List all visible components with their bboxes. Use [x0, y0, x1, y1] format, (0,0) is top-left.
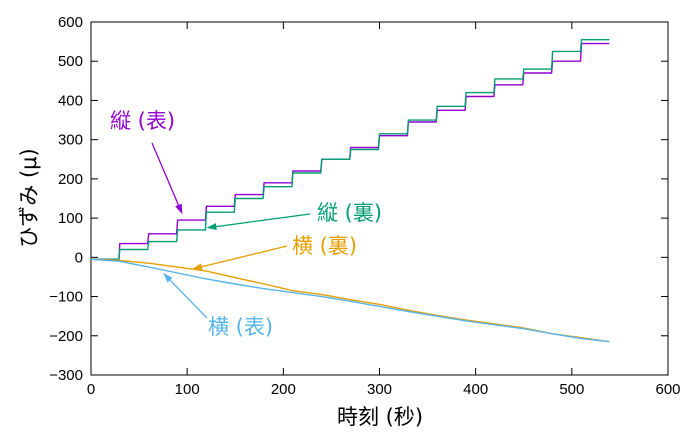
y-tick-label: 100 — [58, 210, 83, 227]
x-tick-label: 200 — [271, 381, 296, 398]
annotation-label: 横 (表) — [208, 315, 273, 339]
annotation-arrow-line — [216, 213, 311, 228]
annotation-arrow-head — [163, 273, 173, 283]
x-axis-title: 時刻 (秒) — [337, 405, 423, 429]
y-tick-label: 200 — [58, 171, 83, 188]
annotation-arrow-head — [206, 223, 217, 231]
x-tick-label: 600 — [655, 381, 680, 398]
x-tick-label: 400 — [463, 381, 488, 398]
annotation-arrow-head — [191, 263, 203, 271]
y-tick-label: 600 — [58, 14, 83, 31]
annotation-label: 横 (裏) — [292, 234, 357, 258]
series-line-3 — [90, 258, 610, 343]
y-tick-label: 0 — [75, 249, 83, 266]
series-line-1 — [91, 39, 610, 260]
plot-frame — [90, 21, 669, 376]
annotation-group: 縦 (表) 縦 (裏) 横 (裏) 横 (表) — [110, 109, 382, 339]
annotation-label: 縦 (表) — [110, 109, 175, 133]
annotation-label: 縦 (裏) — [317, 201, 382, 225]
annotation-arrow-line — [169, 279, 208, 319]
y-tick-label: 500 — [58, 53, 83, 70]
x-tick-label: 500 — [559, 381, 584, 398]
annotation-arrow-line — [201, 245, 288, 268]
annotation-arrow-head — [175, 203, 183, 215]
x-tick-label: 300 — [367, 381, 392, 398]
series-line-2 — [90, 258, 610, 343]
y-tick-label: −200 — [49, 328, 83, 345]
series-group — [90, 39, 610, 343]
y-tick-label: 300 — [58, 132, 83, 149]
x-tick-label: 0 — [87, 381, 95, 398]
y-tick-label: −300 — [49, 367, 83, 384]
x-tick-label: 100 — [175, 381, 200, 398]
y-tick-label: 400 — [58, 92, 83, 109]
y-tick-label: −100 — [49, 289, 83, 306]
annotation-arrow-line — [151, 142, 180, 206]
tick-group: 0 100 200 300 400 500 600 −300 −200 −100 0 100 200 30… — [49, 14, 680, 398]
y-axis-title: ひずみ (μ) — [17, 148, 41, 247]
